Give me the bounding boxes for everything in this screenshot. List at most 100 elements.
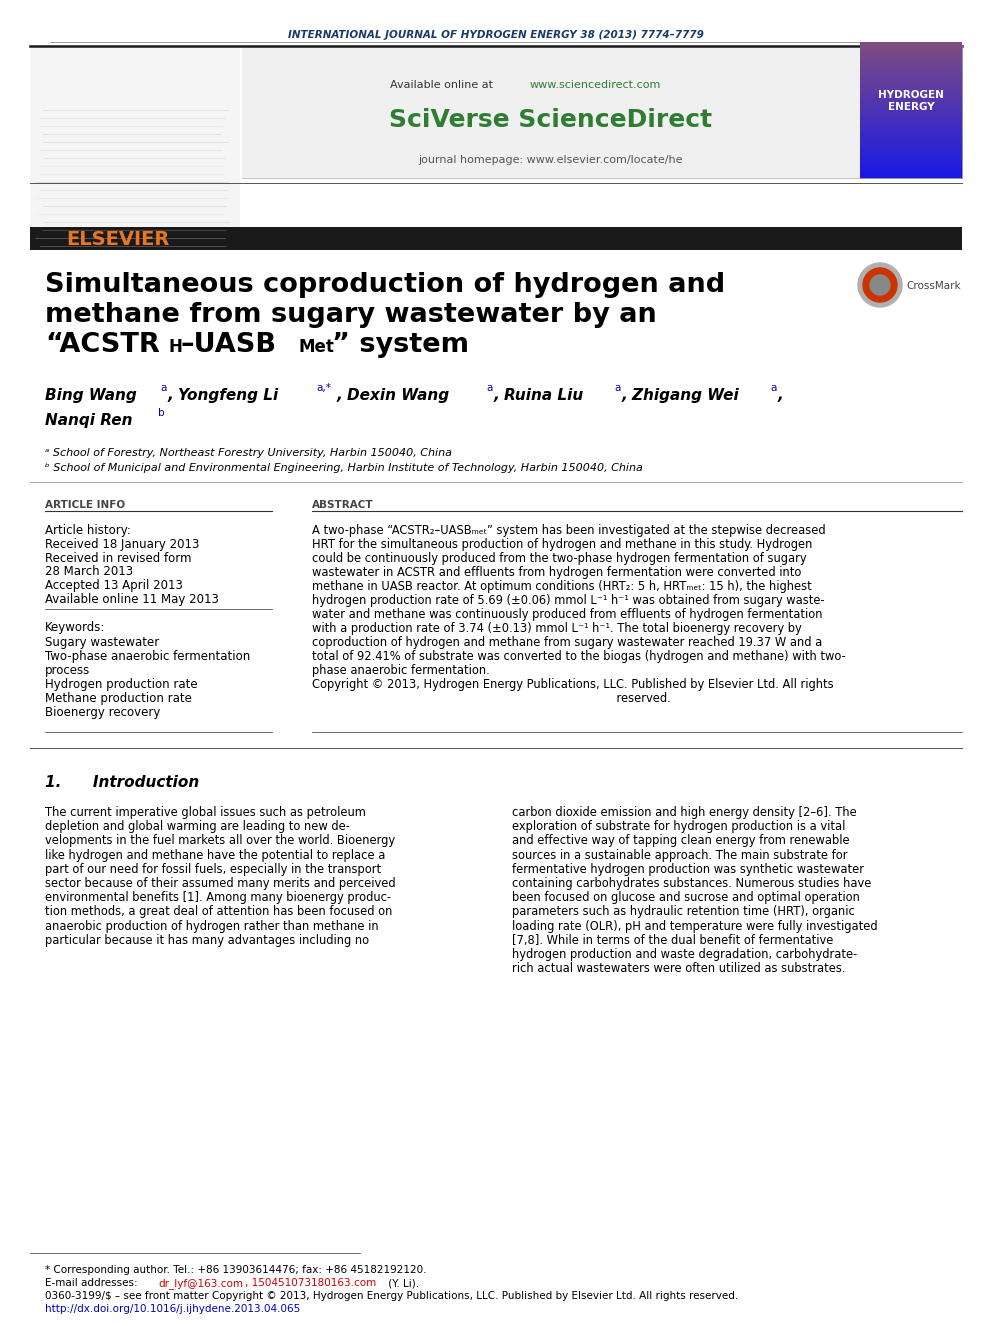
- Bar: [860, 50, 962, 54]
- Text: Available online at: Available online at: [390, 79, 497, 90]
- Text: ᵇ School of Municipal and Environmental Engineering, Harbin Institute of Technol: ᵇ School of Municipal and Environmental …: [45, 463, 643, 474]
- Text: HYDROGEN
ENERGY: HYDROGEN ENERGY: [878, 90, 944, 111]
- Text: part of our need for fossil fuels, especially in the transport: part of our need for fossil fuels, espec…: [45, 863, 381, 876]
- Text: total of 92.41% of substrate was converted to the biogas (hydrogen and methane) : total of 92.41% of substrate was convert…: [312, 650, 846, 663]
- Text: containing carbohydrates substances. Numerous studies have: containing carbohydrates substances. Num…: [512, 877, 871, 890]
- Bar: [860, 122, 962, 126]
- Text: fermentative hydrogen production was synthetic wastewater: fermentative hydrogen production was syn…: [512, 863, 864, 876]
- Bar: [30, 48, 240, 232]
- Bar: [860, 118, 962, 122]
- Text: sources in a sustainable approach. The main substrate for: sources in a sustainable approach. The m…: [512, 848, 847, 861]
- Text: http://dx.doi.org/10.1016/j.ijhydene.2013.04.065: http://dx.doi.org/10.1016/j.ijhydene.201…: [45, 1304, 301, 1314]
- Text: methane in UASB reactor. At optimum conditions (HRT₂: 5 h, HRTₘₑₜ: 15 h), the hi: methane in UASB reactor. At optimum cond…: [312, 579, 811, 593]
- Text: 28 March 2013: 28 March 2013: [45, 565, 133, 578]
- Bar: [860, 146, 962, 149]
- Text: Two-phase anaerobic fermentation: Two-phase anaerobic fermentation: [45, 650, 250, 663]
- Text: ELSEVIER: ELSEVIER: [66, 230, 170, 249]
- Text: particular because it has many advantages including no: particular because it has many advantage…: [45, 934, 369, 947]
- Bar: [860, 42, 962, 46]
- Text: SciVerse ScienceDirect: SciVerse ScienceDirect: [390, 108, 712, 132]
- Text: could be continuously produced from the two-phase hydrogen fermentation of sugar: could be continuously produced from the …: [312, 552, 806, 565]
- Text: Hydrogen production rate: Hydrogen production rate: [45, 677, 197, 691]
- Bar: [860, 70, 962, 74]
- Text: , Zhigang Wei: , Zhigang Wei: [622, 388, 740, 404]
- Bar: [860, 134, 962, 138]
- Bar: [30, 228, 962, 250]
- Text: environmental benefits [1]. Among many bioenergy produc-: environmental benefits [1]. Among many b…: [45, 892, 391, 904]
- Text: Accepted 13 April 2013: Accepted 13 April 2013: [45, 579, 183, 591]
- Text: 1.      Introduction: 1. Introduction: [45, 775, 199, 790]
- Bar: [860, 149, 962, 153]
- Text: , Yongfeng Li: , Yongfeng Li: [168, 388, 280, 404]
- Bar: [860, 157, 962, 161]
- Circle shape: [870, 275, 890, 295]
- Text: Keywords:: Keywords:: [45, 620, 105, 634]
- Bar: [860, 102, 962, 106]
- Text: anaerobic production of hydrogen rather than methane in: anaerobic production of hydrogen rather …: [45, 919, 379, 933]
- Bar: [860, 66, 962, 70]
- Text: –UASB: –UASB: [181, 332, 277, 359]
- Text: a: a: [160, 382, 167, 393]
- Text: [7,8]. While in terms of the dual benefit of fermentative: [7,8]. While in terms of the dual benefi…: [512, 934, 833, 947]
- Text: E-mail addresses:: E-mail addresses:: [45, 1278, 141, 1289]
- Bar: [860, 175, 962, 179]
- Bar: [860, 161, 962, 165]
- Bar: [860, 130, 962, 134]
- Text: depletion and global warming are leading to new de-: depletion and global warming are leading…: [45, 820, 350, 833]
- Text: “ACSTR: “ACSTR: [45, 332, 160, 359]
- Bar: [242, 46, 860, 179]
- Text: Received in revised form: Received in revised form: [45, 552, 191, 565]
- Bar: [860, 78, 962, 82]
- Text: a: a: [770, 382, 777, 393]
- Text: like hydrogen and methane have the potential to replace a: like hydrogen and methane have the poten…: [45, 848, 385, 861]
- Text: Article history:: Article history:: [45, 524, 131, 537]
- Text: with a production rate of 3.74 (±0.13) mmol L⁻¹ h⁻¹. The total bioenergy recover: with a production rate of 3.74 (±0.13) m…: [312, 622, 802, 635]
- Text: a: a: [614, 382, 620, 393]
- Text: 0360-3199/$ – see front matter Copyright © 2013, Hydrogen Energy Publications, L: 0360-3199/$ – see front matter Copyright…: [45, 1291, 738, 1301]
- Bar: [860, 90, 962, 94]
- Text: Nanqi Ren: Nanqi Ren: [45, 413, 133, 429]
- Bar: [860, 82, 962, 86]
- Text: ARTICLE INFO: ARTICLE INFO: [45, 500, 125, 509]
- Text: parameters such as hydraulic retention time (HRT), organic: parameters such as hydraulic retention t…: [512, 905, 855, 918]
- Text: Copyright © 2013, Hydrogen Energy Publications, LLC. Published by Elsevier Ltd. : Copyright © 2013, Hydrogen Energy Public…: [312, 677, 833, 691]
- Text: CrossMark: CrossMark: [906, 280, 960, 291]
- Text: ABSTRACT: ABSTRACT: [312, 500, 374, 509]
- Bar: [860, 106, 962, 110]
- Bar: [860, 126, 962, 130]
- Text: rich actual wastewaters were often utilized as substrates.: rich actual wastewaters were often utili…: [512, 962, 845, 975]
- Text: loading rate (OLR), pH and temperature were fully investigated: loading rate (OLR), pH and temperature w…: [512, 919, 878, 933]
- Text: ,: ,: [778, 388, 784, 404]
- Bar: [860, 169, 962, 175]
- Text: water and methane was continuously produced from effluents of hydrogen fermentat: water and methane was continuously produ…: [312, 609, 822, 620]
- Bar: [860, 54, 962, 58]
- Bar: [860, 98, 962, 102]
- Text: phase anaerobic fermentation.: phase anaerobic fermentation.: [312, 664, 490, 677]
- Text: Bing Wang: Bing Wang: [45, 388, 137, 404]
- Text: process: process: [45, 664, 90, 677]
- Text: HRT for the simultaneous production of hydrogen and methane in this study. Hydro: HRT for the simultaneous production of h…: [312, 538, 812, 550]
- Bar: [860, 138, 962, 142]
- Bar: [860, 58, 962, 62]
- Text: velopments in the fuel markets all over the world. Bioenergy: velopments in the fuel markets all over …: [45, 835, 395, 848]
- Text: hydrogen production rate of 5.69 (±0.06) mmol L⁻¹ h⁻¹ was obtained from sugary w: hydrogen production rate of 5.69 (±0.06)…: [312, 594, 824, 607]
- Text: The current imperative global issues such as petroleum: The current imperative global issues suc…: [45, 806, 366, 819]
- Text: ᵃ School of Forestry, Northeast Forestry University, Harbin 150040, China: ᵃ School of Forestry, Northeast Forestry…: [45, 448, 452, 458]
- Text: exploration of substrate for hydrogen production is a vital: exploration of substrate for hydrogen pr…: [512, 820, 845, 833]
- Bar: [860, 74, 962, 78]
- Text: Methane production rate: Methane production rate: [45, 692, 191, 705]
- Text: www.sciencedirect.com: www.sciencedirect.com: [530, 79, 662, 90]
- Text: , 150451073180163.com: , 150451073180163.com: [245, 1278, 376, 1289]
- Text: , Ruina Liu: , Ruina Liu: [494, 388, 584, 404]
- Bar: [860, 153, 962, 157]
- Text: Available online 11 May 2013: Available online 11 May 2013: [45, 593, 219, 606]
- Bar: [860, 45, 962, 179]
- Bar: [860, 46, 962, 50]
- Text: Sugary wastewater: Sugary wastewater: [45, 636, 160, 650]
- Bar: [860, 114, 962, 118]
- Bar: [860, 110, 962, 114]
- Text: reserved.: reserved.: [312, 692, 671, 705]
- Text: Simultaneous coproduction of hydrogen and: Simultaneous coproduction of hydrogen an…: [45, 273, 725, 298]
- Text: b: b: [158, 407, 165, 418]
- Bar: [860, 86, 962, 90]
